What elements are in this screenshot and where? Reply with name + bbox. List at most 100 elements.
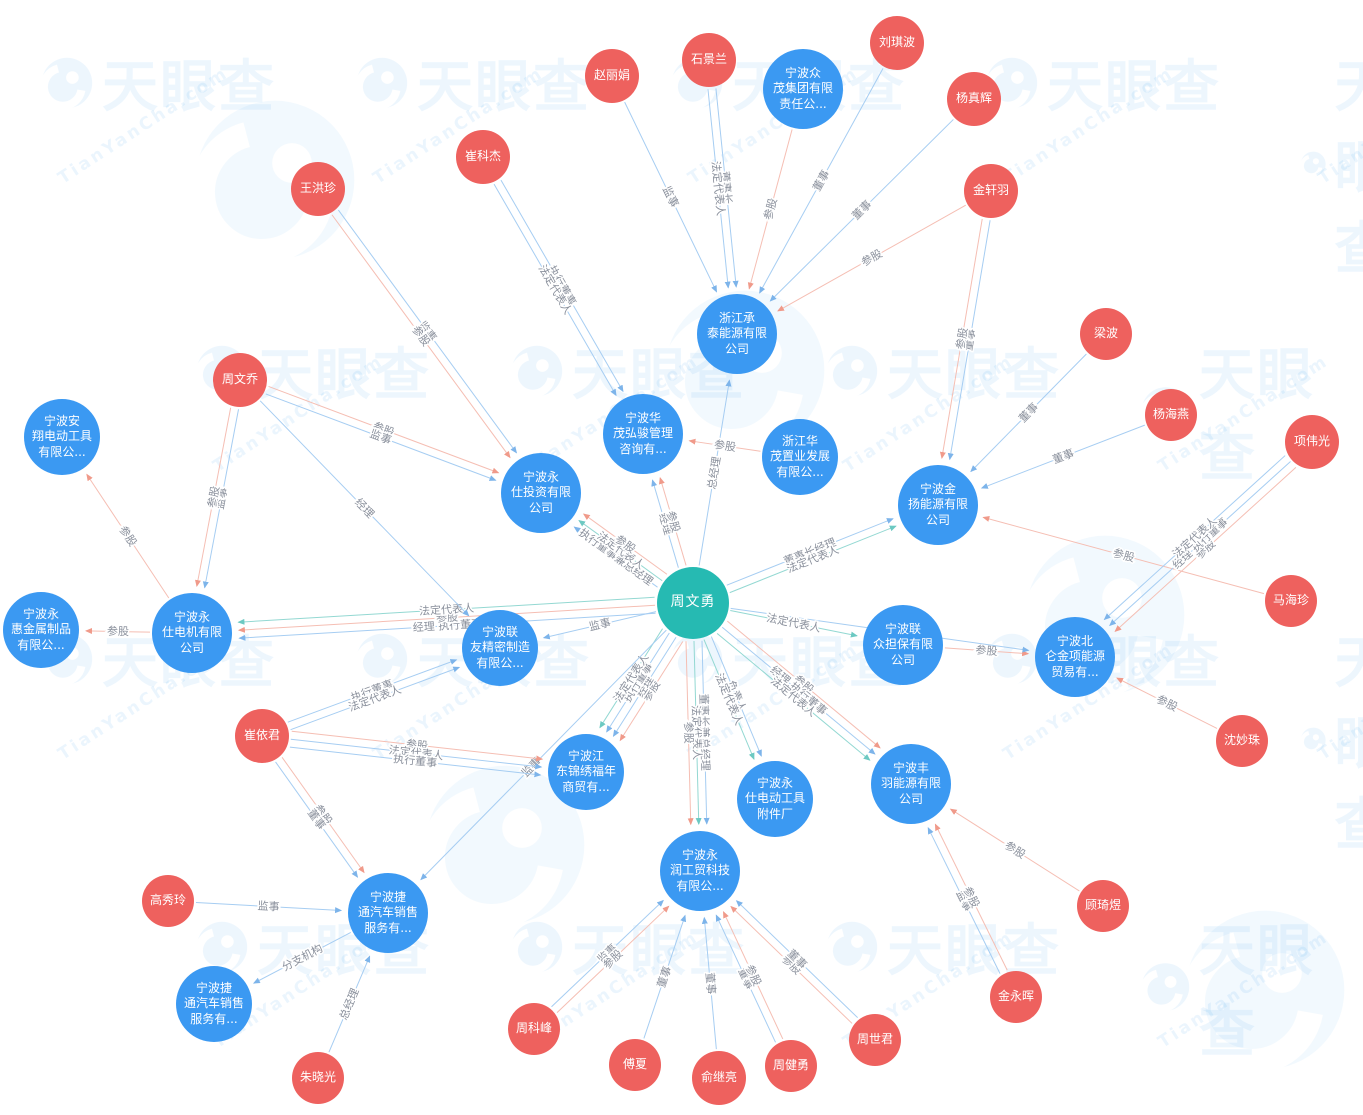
graph-node-fujianchang[interactable]: 宁波永 仕电动工具 附件厂 (737, 761, 813, 837)
edge-zhouwenqiao-lianyou: 经理 (259, 400, 470, 617)
edge-center-jinyang: 董事长经理 (726, 518, 894, 586)
edge-label: 董事长 (718, 171, 734, 205)
edge-guqiyu-fengyu: 参股 (949, 808, 1080, 892)
graph-node-zhoujianyong[interactable]: 周健勇 (765, 1040, 817, 1092)
edge-label: 参股 (713, 437, 737, 454)
graph-node-liangbo[interactable]: 梁波 (1080, 308, 1132, 360)
edge-label: 监事 (257, 899, 280, 913)
edge-yanghaiyan-jinyang: 董事 (980, 424, 1146, 489)
graph-node-fengyu[interactable]: 宁波丰 羽能源有限 公司 (871, 744, 951, 824)
graph-node-liuqibo[interactable]: 刘琪波 (870, 16, 924, 70)
edge-label: 执行董事兼总经理 (576, 525, 655, 588)
graph-node-yonghuijinshu[interactable]: 宁波永 惠金属制品 有限公... (3, 592, 79, 668)
edge-center-jindong: 执行董事 (606, 632, 670, 733)
graph-node-yongrun[interactable]: 宁波永 润工贸科技 有限公... (660, 831, 740, 911)
edge-jinxuanyu-jinyang: 参股 (939, 218, 983, 459)
edge-label: 参股 (107, 624, 129, 638)
edge-jinyonghui-fengyu: 参股 (934, 823, 1008, 971)
edge-label: 法定代表人 (709, 160, 729, 216)
graph-node-zhoushijun[interactable]: 周世君 (849, 1014, 901, 1066)
graph-node-zhouwenqiao[interactable]: 周文乔 (213, 353, 267, 407)
edge-label: 董事 (1051, 447, 1076, 467)
edge-wanghongzhen-yongshitouzi: 参股 (331, 214, 511, 459)
edge-zhoukefeng-yongrun: 参股 (556, 905, 670, 1013)
edge-jinyonghui-fengyu: 监事 (927, 827, 1001, 974)
graph-node-lianzhong[interactable]: 宁波联 众担保有限 公司 (863, 605, 943, 685)
edge-center-yongrun: 参股 (680, 641, 698, 826)
graph-node-yongshitouzi[interactable]: 宁波永 仕投资有限 公司 (501, 453, 581, 533)
graph-node-wanghongzhen[interactable]: 王洪珍 (291, 162, 345, 216)
graph-node-huamao[interactable]: 宁波华 茂弘骏管理 咨询有... (603, 394, 683, 474)
edge-label: 参股 (761, 197, 780, 222)
edge-center-yongrun: 董事长兼总经理 (695, 640, 714, 825)
graph-node-guqiyu[interactable]: 顾琦煜 (1077, 880, 1129, 932)
edge-shenmiaozhu-beilun: 参股 (1116, 677, 1218, 729)
edge-center-fujianchang: 负责人 (710, 636, 762, 757)
edge-xiangweiguang-beilun: 经理 执行董事 (1109, 461, 1291, 627)
edge-dianji-anxiang: 参股 (86, 473, 170, 599)
graph-node-gaoxiuling[interactable]: 高秀玲 (142, 875, 194, 927)
graph-node-jinxuanyu[interactable]: 金轩羽 (964, 164, 1018, 218)
graph-node-zhongmao[interactable]: 宁波众 茂集团有限 责任公... (763, 49, 843, 129)
graph-node-lianyou[interactable]: 宁波联 友精密制造 有限公... (462, 610, 538, 686)
edge-label: 参股 (405, 736, 428, 752)
edge-zhaolijuan-chengtai: 监事 (624, 101, 717, 293)
graph-node-yangzhenhui[interactable]: 杨真辉 (947, 72, 1001, 126)
graph-node-jietong1[interactable]: 宁波捷 通汽车销售 服务有... (348, 873, 428, 953)
graph-node-shijinglan[interactable]: 石景兰 (682, 33, 736, 87)
graph-node-anxiang[interactable]: 宁波安 翔电动工具 有限公... (24, 399, 100, 475)
graph-node-jietong2[interactable]: 宁波捷 通汽车销售 服务有... (176, 966, 252, 1042)
edge-zhouwenqiao-dianji: 监事 (202, 409, 240, 589)
graph-node-xiangweiguang[interactable]: 项伟光 (1285, 415, 1339, 469)
edge-center-yongshitouzi: 法定代表人 (578, 519, 663, 582)
edge-label: 监事 (588, 616, 612, 634)
graph-node-zhoukefeng[interactable]: 周科峰 (508, 1003, 560, 1055)
edge-cuikejie-huamao: 法定代表人 (493, 183, 617, 397)
edge-center-fengyu: 经理 执行董事 (721, 626, 876, 755)
edge-cuikejie-huamao: 执行董事 (500, 179, 624, 393)
edge-label: 监事 (660, 184, 681, 209)
edge-center-yongrun: 法定代表人 (688, 640, 706, 826)
edge-label: 监事 (213, 486, 230, 510)
graph-node-zhiye[interactable]: 浙江华 茂置业发展 有限公... (762, 419, 838, 495)
graph-node-yanghaiyan[interactable]: 杨海燕 (1145, 389, 1197, 441)
edge-label: 执行董事 (393, 751, 438, 770)
edge-zhouwenqiao-yongshitouzi: 监事 (265, 393, 497, 481)
edge-gaoxiuling-jietong1: 监事 (195, 898, 343, 915)
edge-zhouwenqiao-yongshitouzi: 参股 (268, 385, 500, 474)
graph-node-cuiyijun[interactable]: 崔依君 (235, 709, 289, 763)
graph-node-shenmiaozhu[interactable]: 沈妙珠 (1216, 715, 1268, 767)
edge-label: 董事长兼总经理 (697, 694, 713, 771)
graph-node-dianji[interactable]: 宁波永 仕电机有限 公司 (152, 593, 232, 673)
graph-node-mahaizhen[interactable]: 马海珍 (1265, 575, 1317, 627)
edge-label: 董事 (655, 965, 674, 990)
graph-node-zhaolijuan[interactable]: 赵丽娟 (585, 49, 639, 103)
edge-zhouwenqiao-dianji: 参股 (195, 407, 232, 588)
edge-label: 董事 (962, 328, 978, 352)
graph-node-jindong[interactable]: 宁波江 东锦绣福年 商贸有... (548, 734, 624, 810)
edge-cuiyijun-lianyou: 法定代表人 (290, 666, 461, 731)
edge-label: 分支机构 (279, 941, 324, 974)
edge-center-yongshitouzi: 执行董事兼总经理 (573, 524, 658, 590)
edge-cuiyijun-jietong1: 参股 (281, 757, 365, 874)
graph-node-center[interactable]: 周文勇 (657, 567, 729, 639)
graph-node-yujiliang[interactable]: 俞继亮 (692, 1051, 746, 1105)
graph-node-jinyang[interactable]: 宁波金 扬能源有限 公司 (898, 465, 978, 545)
graph-node-fuxia[interactable]: 傅夏 (609, 1039, 661, 1091)
edge-shijinglan-chengtai: 法定代表人 (707, 89, 731, 289)
edge-cuiyijun-jietong1: 董事 (275, 761, 359, 878)
edge-shijinglan-chengtai: 董事长 (715, 88, 739, 288)
graph-node-cuikejie[interactable]: 崔科杰 (456, 130, 510, 184)
graph-node-zhuxiaoguang[interactable]: 朱晓光 (292, 1052, 344, 1104)
edge-yangzhenhui-chengtai: 董事 (769, 119, 954, 302)
graph-node-chengtai[interactable]: 浙江承 泰能源有限 公司 (697, 294, 777, 374)
edge-label: 总经理 (336, 986, 362, 1022)
graph-node-beilun[interactable]: 宁波北 仑金项能源 贸易有... (1035, 617, 1115, 697)
edge-jietong1-jietong2: 分支机构 (252, 932, 352, 984)
edge-label: 参股 (1002, 838, 1028, 862)
edge-label: 参股 (1154, 692, 1180, 714)
edge-label: 参股 (116, 523, 140, 549)
graph-node-jinyonghui[interactable]: 金永晖 (990, 971, 1042, 1023)
